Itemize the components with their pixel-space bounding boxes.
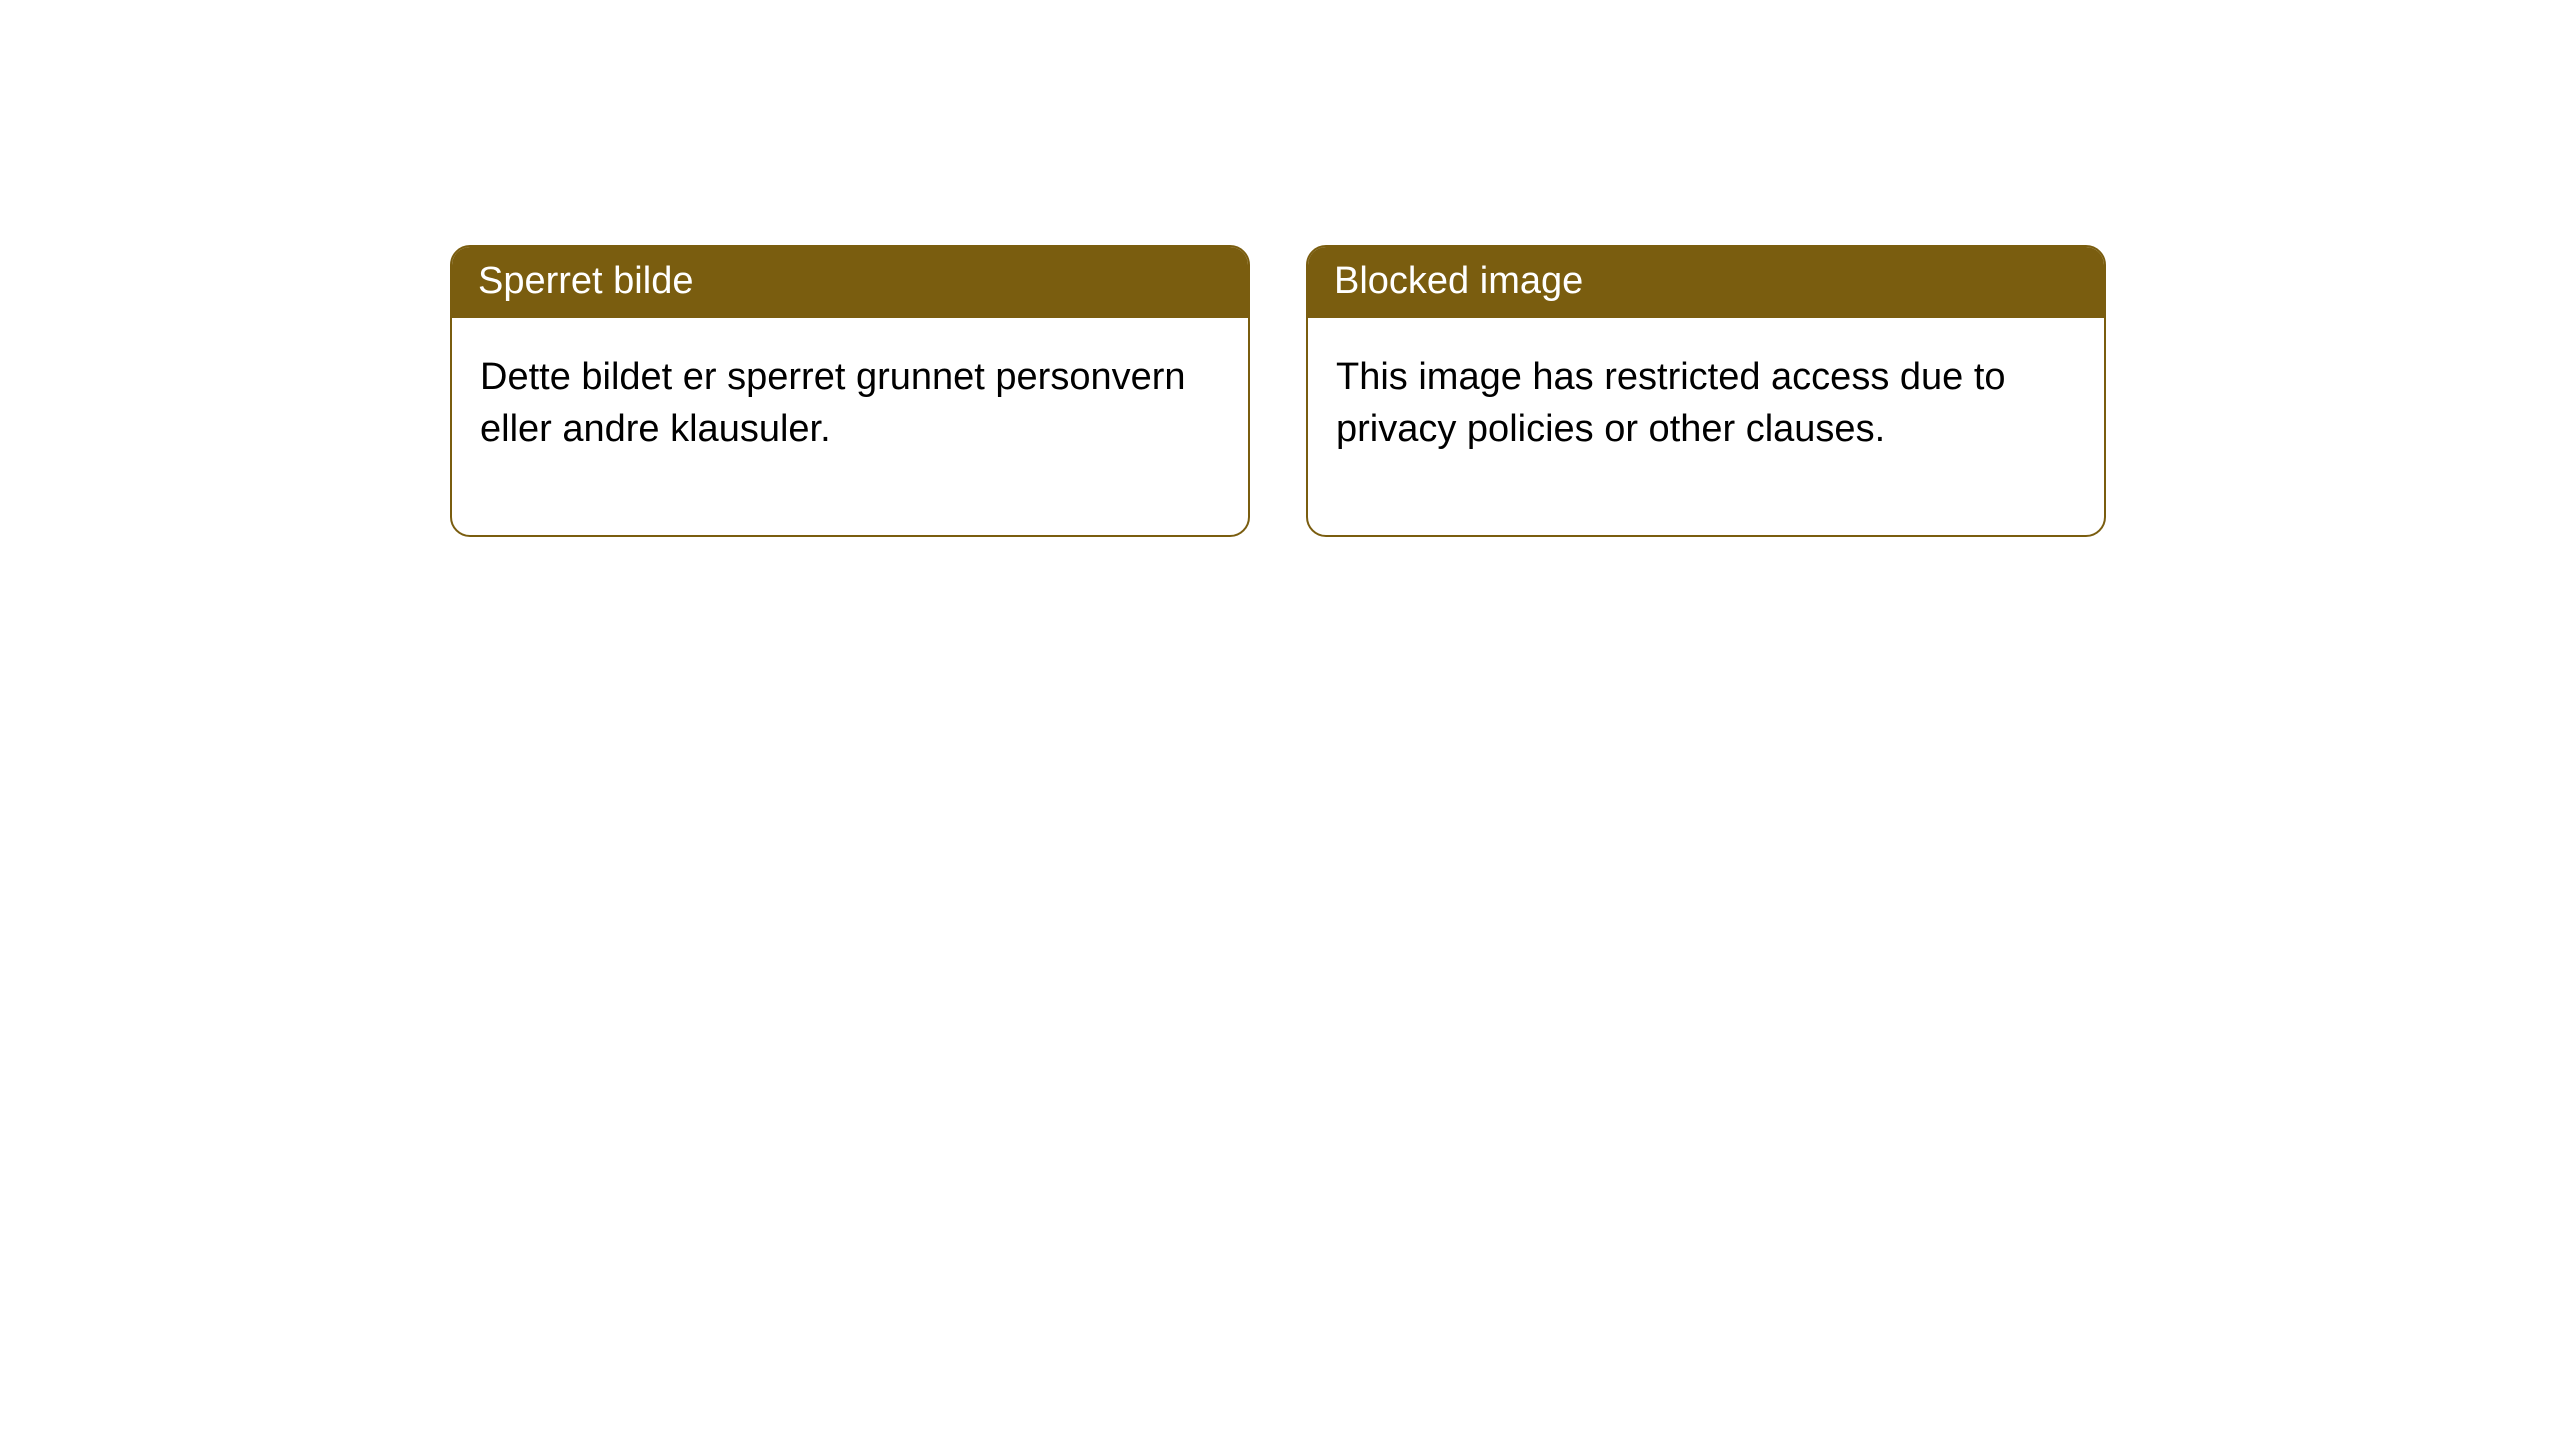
- notice-card-norwegian: Sperret bilde Dette bildet er sperret gr…: [450, 245, 1250, 537]
- notice-title-english: Blocked image: [1308, 247, 2104, 318]
- notice-card-english: Blocked image This image has restricted …: [1306, 245, 2106, 537]
- notice-container: Sperret bilde Dette bildet er sperret gr…: [0, 0, 2560, 537]
- notice-body-english: This image has restricted access due to …: [1308, 318, 2104, 535]
- notice-body-norwegian: Dette bildet er sperret grunnet personve…: [452, 318, 1248, 535]
- notice-title-norwegian: Sperret bilde: [452, 247, 1248, 318]
